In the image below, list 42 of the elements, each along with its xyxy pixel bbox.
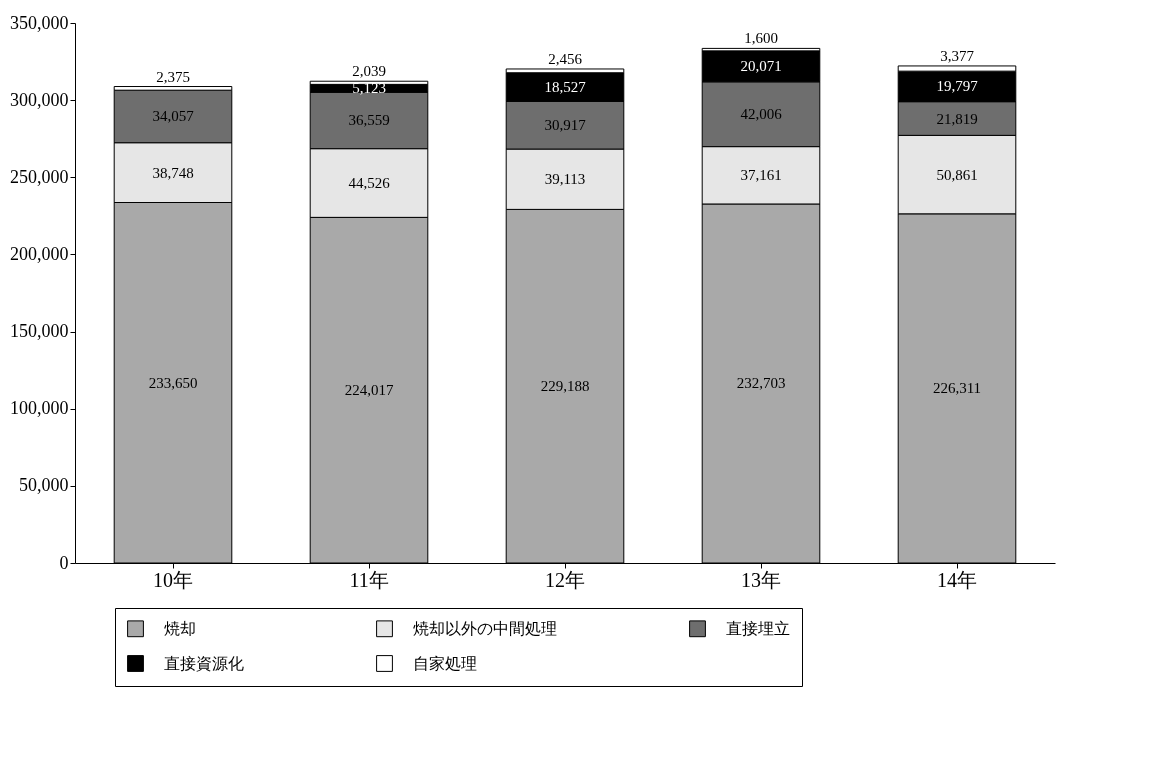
data-label: 2,375 <box>156 68 190 85</box>
legend-label: 直接埋立 <box>726 619 790 637</box>
y-tick-label: 0 <box>59 552 69 573</box>
data-label: 233,650 <box>148 374 198 391</box>
data-label: 30,917 <box>544 117 587 134</box>
data-label: 3,377 <box>940 47 975 64</box>
y-tick-label: 300,000 <box>10 89 69 110</box>
data-label: 44,526 <box>348 175 391 192</box>
data-label: 39,113 <box>544 171 586 188</box>
data-label: 50,861 <box>936 166 978 183</box>
y-tick-label: 350,000 <box>10 12 69 33</box>
data-label: 36,559 <box>348 112 390 129</box>
data-label: 20,071 <box>740 58 782 75</box>
y-tick-label: 250,000 <box>10 166 69 187</box>
data-label: 19,797 <box>936 78 979 95</box>
x-tick-label: 14年 <box>937 568 977 591</box>
data-label: 42,006 <box>740 106 783 123</box>
legend-label: 焼却 <box>164 619 196 637</box>
data-label: 38,748 <box>152 164 194 181</box>
y-tick-label: 200,000 <box>10 243 69 264</box>
data-label: 2,039 <box>352 63 386 80</box>
x-tick-label: 10年 <box>153 568 193 591</box>
legend-label: 直接資源化 <box>164 654 244 672</box>
data-label: 2,456 <box>548 50 583 67</box>
data-label: 34,057 <box>152 108 195 125</box>
y-tick-label: 100,000 <box>10 398 69 419</box>
y-tick-label: 150,000 <box>10 321 69 342</box>
data-label: 18,527 <box>544 79 587 96</box>
x-tick-label: 13年 <box>741 568 781 591</box>
x-tick-label: 12年 <box>545 568 585 591</box>
data-label: 224,017 <box>344 382 394 399</box>
legend-label: 焼却以外の中間処理 <box>413 619 557 637</box>
x-tick-label: 11年 <box>349 568 389 591</box>
legend-label: 自家処理 <box>413 654 477 672</box>
data-label: 21,819 <box>936 110 978 127</box>
y-tick-label: 50,000 <box>19 475 69 496</box>
data-label: 226,311 <box>932 380 982 397</box>
data-label: 5,123 <box>352 80 386 97</box>
data-label: 232,703 <box>736 375 786 392</box>
data-label: 1,600 <box>744 30 778 47</box>
data-label: 229,188 <box>540 378 590 395</box>
data-label: 37,161 <box>740 167 782 184</box>
